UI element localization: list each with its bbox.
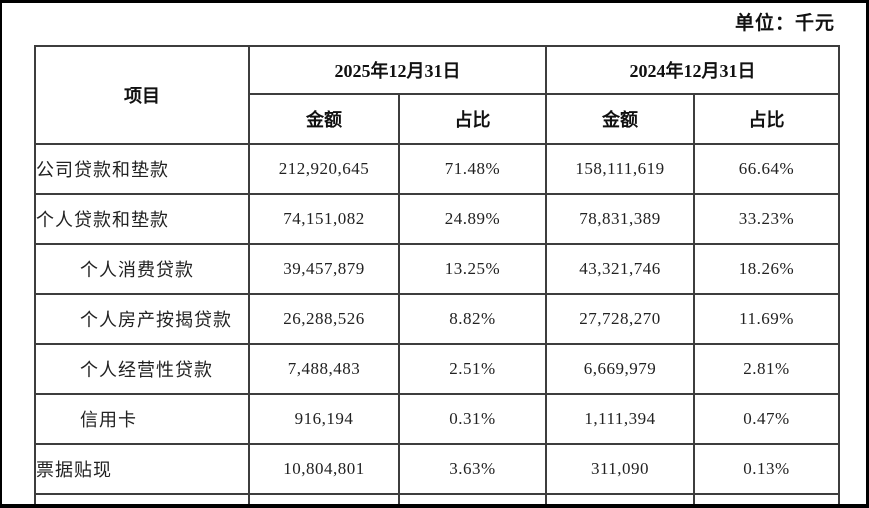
amount-cell-2024: 43,321,746 <box>545 243 695 295</box>
item-cell: 个人经营性贷款 <box>34 343 250 395</box>
amount-cell-2024: 158,111,619 <box>545 143 695 195</box>
col-header-ratio-2024: 占比 <box>693 93 840 145</box>
amount-cell-2025: 916,194 <box>248 393 400 445</box>
table-row-clipped <box>34 493 840 504</box>
amount-cell-2025: 7,488,483 <box>248 343 400 395</box>
amount-cell-2024: 78,831,389 <box>545 193 695 245</box>
loans-table: 项目 2025年12月31日 2024年12月31日 金额 占比 金额 占比 公… <box>34 45 840 504</box>
ratio-cell-2025 <box>398 493 547 504</box>
col-header-item: 项目 <box>34 45 250 145</box>
ratio-cell-2025: 13.25% <box>398 243 547 295</box>
ratio-cell-2024: 2.81% <box>693 343 840 395</box>
amount-cell-2024: 311,090 <box>545 443 695 495</box>
amount-cell-2024 <box>545 493 695 504</box>
amount-cell-2025: 39,457,879 <box>248 243 400 295</box>
ratio-cell-2024: 0.47% <box>693 393 840 445</box>
amount-cell-2024: 27,728,270 <box>545 293 695 345</box>
amount-cell-2024: 1,111,394 <box>545 393 695 445</box>
amount-cell-2025: 212,920,645 <box>248 143 400 195</box>
ratio-cell-2025: 3.63% <box>398 443 547 495</box>
item-cell: 信用卡 <box>34 393 250 445</box>
item-cell: 个人贷款和垫款 <box>34 193 250 245</box>
ratio-cell-2024: 11.69% <box>693 293 840 345</box>
col-header-ratio-2025: 占比 <box>398 93 547 145</box>
amount-cell-2025: 10,804,801 <box>248 443 400 495</box>
table-row: 公司贷款和垫款 212,920,645 71.48% 158,111,619 6… <box>34 143 840 195</box>
header-row-measures: 金额 占比 金额 占比 <box>35 93 840 145</box>
item-cell: 公司贷款和垫款 <box>34 143 250 195</box>
item-cell: 票据贴现 <box>34 443 250 495</box>
ratio-cell-2024 <box>693 493 840 504</box>
amount-cell-2024: 6,669,979 <box>545 343 695 395</box>
table-row: 个人消费贷款 39,457,879 13.25% 43,321,746 18.2… <box>34 243 840 295</box>
table-row: 个人贷款和垫款 74,151,082 24.89% 78,831,389 33.… <box>34 193 840 245</box>
item-cell: 个人房产按揭贷款 <box>34 293 250 345</box>
ratio-cell-2024: 66.64% <box>693 143 840 195</box>
col-header-amount-2024: 金额 <box>545 93 695 145</box>
col-header-period-2025: 2025年12月31日 <box>248 45 547 95</box>
table-row: 个人经营性贷款 7,488,483 2.51% 6,669,979 2.81% <box>34 343 840 395</box>
item-cell: 个人消费贷款 <box>34 243 250 295</box>
ratio-cell-2025: 71.48% <box>398 143 547 195</box>
ratio-cell-2024: 0.13% <box>693 443 840 495</box>
ratio-cell-2025: 2.51% <box>398 343 547 395</box>
ratio-cell-2025: 24.89% <box>398 193 547 245</box>
amount-cell-2025: 74,151,082 <box>248 193 400 245</box>
item-cell <box>34 493 250 504</box>
ratio-cell-2024: 18.26% <box>693 243 840 295</box>
ratio-cell-2025: 8.82% <box>398 293 547 345</box>
ratio-cell-2024: 33.23% <box>693 193 840 245</box>
ratio-cell-2025: 0.31% <box>398 393 547 445</box>
table-row: 信用卡 916,194 0.31% 1,111,394 0.47% <box>34 393 840 445</box>
table-row: 票据贴现 10,804,801 3.63% 311,090 0.13% <box>34 443 840 495</box>
amount-cell-2025 <box>248 493 400 504</box>
col-header-period-2024: 2024年12月31日 <box>545 45 840 95</box>
col-header-amount-2025: 金额 <box>248 93 400 145</box>
unit-label: 单位：千元 <box>734 13 835 34</box>
amount-cell-2025: 26,288,526 <box>248 293 400 345</box>
table-row: 个人房产按揭贷款 26,288,526 8.82% 27,728,270 11.… <box>34 293 840 345</box>
header-row-periods: 项目 2025年12月31日 2024年12月31日 <box>34 45 840 145</box>
